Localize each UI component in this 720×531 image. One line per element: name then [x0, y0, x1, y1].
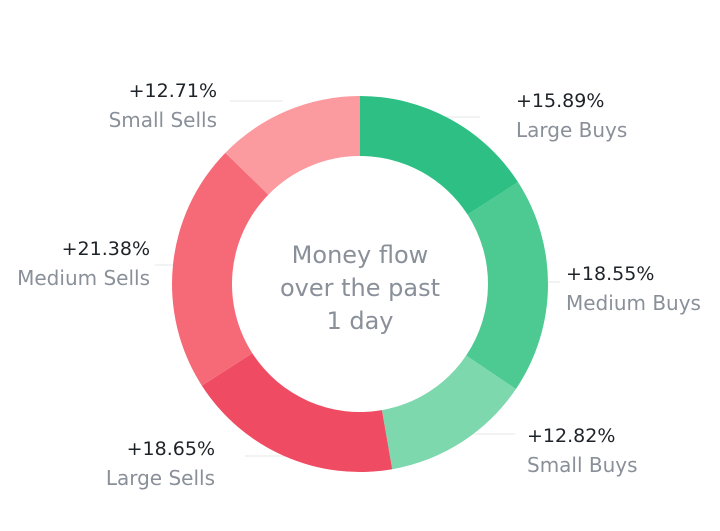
slice-small-buys[interactable]: [381, 355, 516, 470]
name-label-small-buys: Small Buys: [527, 453, 638, 477]
name-label-large-buys: Large Buys: [516, 118, 627, 142]
value-label-small-sells: +12.71%: [129, 80, 217, 102]
value-label-medium-sells: +21.38%: [62, 238, 150, 260]
value-label-large-sells: +18.65%: [127, 438, 215, 460]
name-label-large-sells: Large Sells: [106, 466, 215, 490]
center-text-line-2: over the past: [280, 274, 440, 302]
center-text-line-3: 1 day: [326, 307, 393, 335]
slice-small-sells[interactable]: [225, 96, 360, 195]
slice-large-sells[interactable]: [201, 353, 393, 472]
center-text-line-1: Money flow: [292, 241, 429, 269]
slice-medium-buys[interactable]: [466, 182, 548, 390]
name-label-medium-buys: Medium Buys: [566, 291, 701, 315]
name-label-medium-sells: Medium Sells: [17, 266, 150, 290]
value-label-small-buys: +12.82%: [527, 425, 615, 447]
value-label-large-buys: +15.89%: [516, 90, 604, 112]
value-label-medium-buys: +18.55%: [566, 263, 654, 285]
slice-medium-sells[interactable]: [172, 152, 269, 386]
name-label-small-sells: Small Sells: [109, 108, 217, 132]
slice-large-buys[interactable]: [360, 96, 519, 215]
